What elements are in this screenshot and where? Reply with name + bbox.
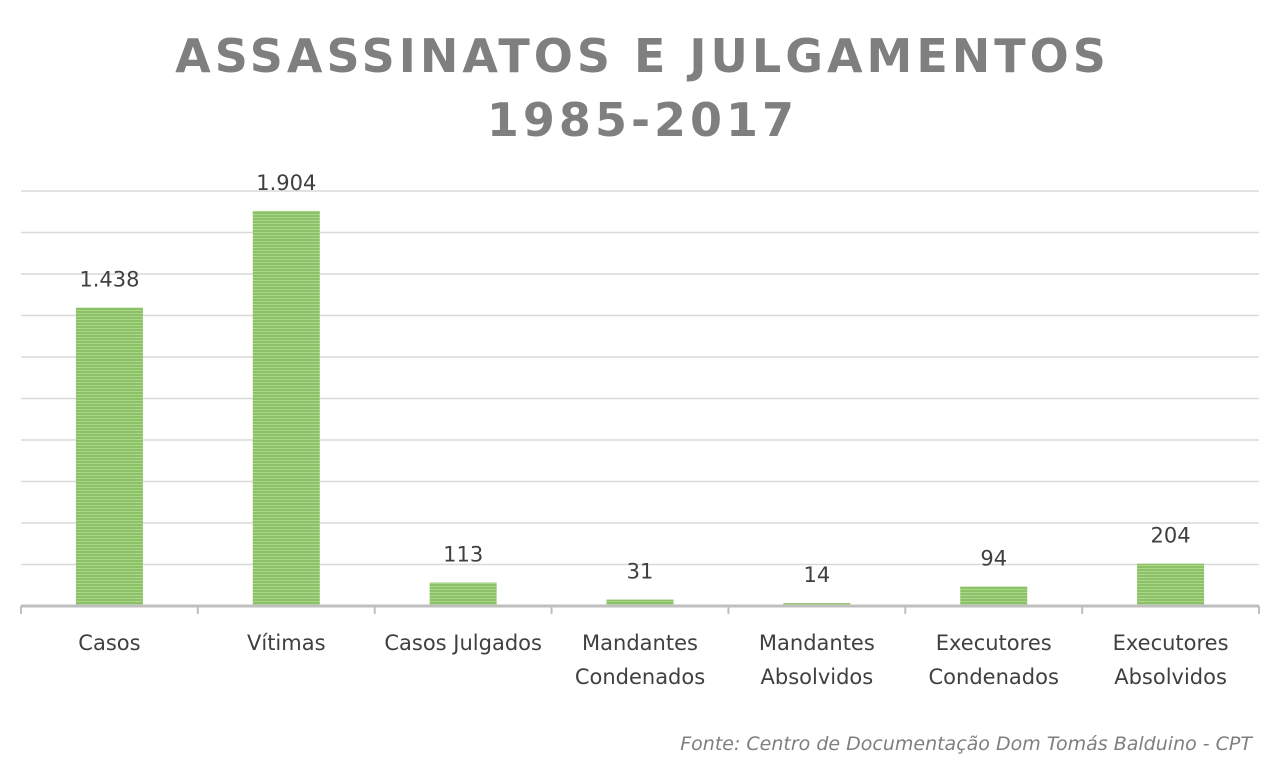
data-label: 14 bbox=[803, 563, 830, 587]
data-labels: 1.438 1.904 113 31 14 94 204 bbox=[79, 171, 1190, 587]
category-label: Casos Julgados bbox=[384, 631, 542, 655]
bar bbox=[1137, 563, 1205, 606]
bar bbox=[75, 307, 143, 606]
data-label: 204 bbox=[1151, 524, 1191, 548]
category-label: Executores Condenados bbox=[929, 631, 1059, 689]
category-label: Casos bbox=[78, 631, 140, 655]
chart-title: ASSASSINATOS E JULGAMENTOS 1985-2017 bbox=[0, 24, 1285, 152]
category-label: Mandantes Absolvidos bbox=[759, 631, 875, 689]
chart-title-line-2: 1985-2017 bbox=[486, 93, 799, 147]
bar bbox=[606, 599, 674, 606]
source-note: Fonte: Centro de Documentação Dom Tomás … bbox=[680, 733, 1252, 755]
bar bbox=[252, 210, 320, 607]
category-label: Vítimas bbox=[247, 631, 326, 655]
data-label: 113 bbox=[443, 543, 483, 567]
data-label: 1.904 bbox=[256, 171, 316, 195]
data-label: 94 bbox=[980, 546, 1007, 570]
data-label: 1.438 bbox=[79, 268, 139, 292]
bar bbox=[429, 582, 497, 606]
chart-title-line-1: ASSASSINATOS E JULGAMENTOS bbox=[175, 29, 1110, 83]
bar bbox=[960, 586, 1028, 606]
data-label: 31 bbox=[627, 560, 654, 584]
bars bbox=[75, 210, 1205, 607]
category-label: Mandantes Condenados bbox=[575, 631, 705, 689]
category-label: Executores Absolvidos bbox=[1113, 631, 1229, 689]
x-axis bbox=[20, 604, 1260, 614]
gridlines bbox=[21, 190, 1259, 566]
category-labels: Casos Vítimas Casos Julgados Mandantes Conde… bbox=[78, 631, 1228, 689]
